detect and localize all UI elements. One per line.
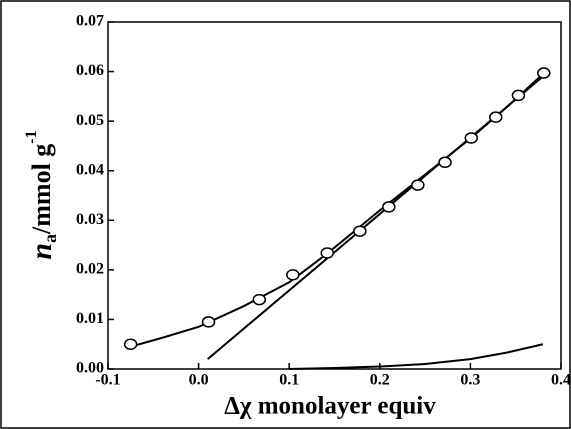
- x-axis-label: Δχ monolayer equiv: [224, 393, 436, 420]
- x-tick-label: 0.4: [551, 372, 571, 389]
- data-point: [123, 338, 138, 350]
- data-point: [438, 156, 452, 169]
- y-label-subscript: a: [40, 234, 60, 243]
- data-point: [489, 111, 503, 123]
- x-tick-label: 0.3: [460, 372, 480, 389]
- data-point: [511, 89, 526, 102]
- x-tick-label: 0.1: [279, 372, 299, 389]
- y-tick-label: 0.06: [76, 62, 104, 79]
- data-point: [537, 67, 551, 79]
- y-tick-label: 0.07: [76, 13, 104, 30]
- y-tick-label: 0.01: [76, 310, 104, 327]
- y-label-superscript: -1: [23, 130, 40, 143]
- data-point: [320, 247, 335, 259]
- data-point: [411, 179, 425, 191]
- data-point: [464, 132, 479, 144]
- data-point: [382, 201, 396, 213]
- x-tick-label: 0.2: [370, 372, 390, 389]
- fit-line: [289, 343, 544, 370]
- data-point: [353, 225, 367, 237]
- data-point: [286, 269, 300, 281]
- x-tick-label: 0.0: [189, 372, 209, 389]
- y-tick-label: 0.05: [76, 112, 104, 129]
- data-point: [252, 293, 267, 306]
- y-tick-label: 0.00: [76, 360, 104, 377]
- fit-line: [207, 75, 544, 360]
- y-axis-label: na/mmol g-1: [23, 130, 60, 259]
- y-tick-label: 0.03: [76, 211, 104, 228]
- x-tick-label: -0.1: [95, 372, 120, 389]
- y-tick-label: 0.04: [76, 161, 104, 178]
- data-point: [201, 316, 216, 328]
- y-label-symbol: n: [25, 243, 58, 260]
- y-label-unit: /mmol g: [27, 144, 56, 235]
- fit-line: [130, 73, 544, 348]
- y-tick-label: 0.02: [76, 261, 104, 278]
- plot-area: [107, 21, 562, 370]
